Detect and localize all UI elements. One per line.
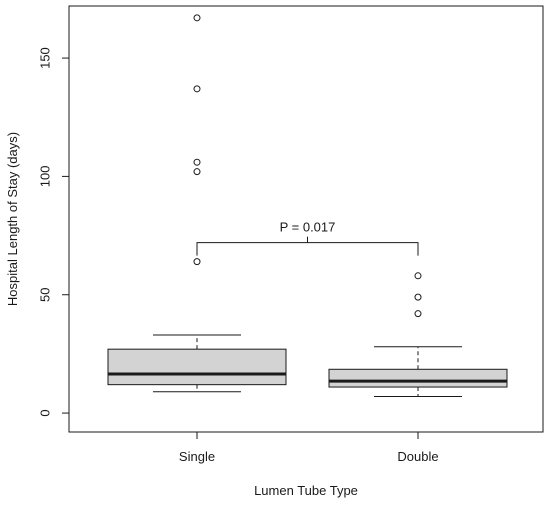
box-iqr — [107, 348, 287, 386]
outlier-point — [193, 168, 201, 176]
outlier-point — [414, 310, 422, 318]
y-tick-label: 100 — [37, 166, 52, 188]
outlier-point — [193, 158, 201, 166]
x-tick-label: Double — [397, 449, 438, 464]
box-double — [328, 272, 508, 397]
x-tick-label: Single — [179, 449, 215, 464]
bracket-line — [196, 236, 419, 256]
significance-bracket: P = 0.017 — [196, 220, 419, 256]
y-axis-title: Hospital Length of Stay (days) — [5, 132, 20, 306]
plot-frame — [68, 5, 544, 433]
y-tick-label: 50 — [37, 287, 52, 301]
y-tick-label: 0 — [37, 409, 52, 416]
outlier-point — [193, 85, 201, 93]
outlier-point — [193, 258, 201, 266]
x-axis: Single Double — [179, 432, 439, 464]
annotation-layer: P = 0.017 — [196, 220, 419, 256]
outlier-point — [193, 14, 201, 22]
y-tick-label: 150 — [37, 47, 52, 69]
box-iqr — [328, 368, 508, 388]
outlier-point — [414, 272, 422, 280]
outlier-point — [414, 293, 422, 301]
box-single — [107, 14, 287, 393]
box-series — [107, 14, 508, 397]
y-axis: 0 50 100 150 — [37, 47, 69, 417]
x-axis-title: Lumen Tube Type — [254, 483, 358, 498]
p-value-label: P = 0.017 — [280, 220, 336, 235]
